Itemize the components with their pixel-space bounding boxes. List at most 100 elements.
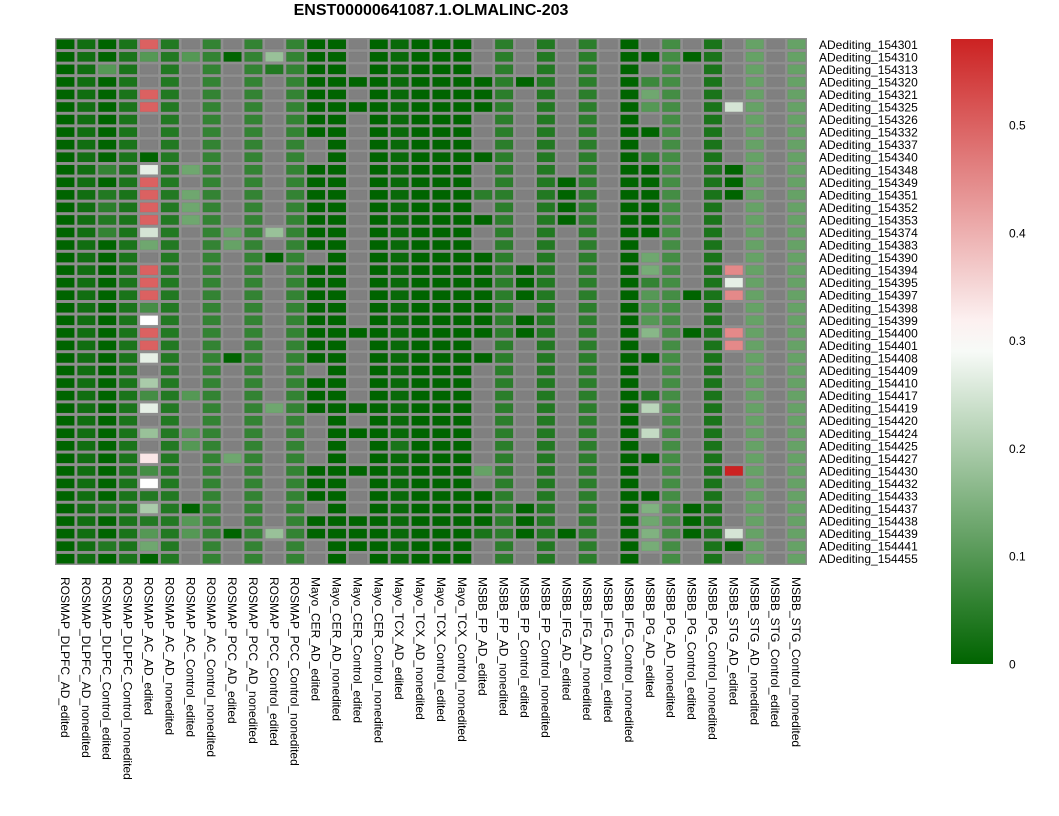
heatmap-cell xyxy=(682,76,702,88)
heatmap-cell xyxy=(620,164,639,176)
column-label: Mayo_CER_Control_edited xyxy=(350,577,364,723)
heatmap-cell xyxy=(515,189,535,201)
heatmap-cell xyxy=(745,189,765,201)
heatmap-cell xyxy=(745,151,765,163)
heatmap-cell xyxy=(536,264,556,276)
heatmap-cell xyxy=(306,365,326,376)
heatmap-cell xyxy=(139,177,159,188)
heatmap-cell xyxy=(160,465,180,477)
heatmap-cell xyxy=(473,390,493,401)
heatmap-cell xyxy=(369,264,389,276)
heatmap-cell xyxy=(640,327,660,339)
heatmap-cell xyxy=(432,89,451,100)
heatmap-cell xyxy=(118,177,138,188)
heatmap-cell xyxy=(97,164,117,176)
row-label: ADediting_154425 xyxy=(819,439,918,453)
heatmap-cell xyxy=(97,540,117,552)
heatmap-cell xyxy=(661,264,681,276)
heatmap-cell xyxy=(578,390,598,401)
heatmap-cell xyxy=(369,277,389,288)
heatmap-cell xyxy=(599,478,618,489)
heatmap-cell xyxy=(348,39,368,50)
heatmap-cell xyxy=(515,365,535,376)
heatmap-cell xyxy=(724,453,744,464)
heatmap-cell xyxy=(578,515,598,527)
heatmap-cell xyxy=(223,114,242,125)
heatmap-cell xyxy=(327,503,347,514)
heatmap-cell xyxy=(181,202,201,213)
heatmap-cell xyxy=(599,64,618,75)
heatmap-cell xyxy=(139,453,159,464)
heatmap-cell xyxy=(202,114,222,125)
heatmap-cell xyxy=(536,189,556,201)
heatmap-cell xyxy=(411,164,430,176)
heatmap-cell xyxy=(369,151,389,163)
heatmap-cell xyxy=(787,177,806,188)
heatmap-cell xyxy=(682,114,702,125)
heatmap-cell xyxy=(578,528,598,539)
heatmap-cell xyxy=(620,202,639,213)
row-label: ADediting_154390 xyxy=(819,251,918,265)
heatmap-cell xyxy=(76,126,96,138)
heatmap-cell xyxy=(536,315,556,326)
heatmap-cell xyxy=(536,540,556,552)
heatmap-cell xyxy=(56,528,75,539)
heatmap-cell xyxy=(411,139,430,150)
heatmap-cell xyxy=(264,39,284,50)
heatmap-cell xyxy=(452,503,472,514)
heatmap-cell xyxy=(223,277,242,288)
heatmap-cell xyxy=(285,239,305,251)
chart-title: ENST00000641087.1.OLMALINC-203 xyxy=(294,2,569,19)
heatmap-cell xyxy=(369,315,389,326)
heatmap-cell xyxy=(745,302,765,314)
heatmap-cell xyxy=(76,402,96,414)
heatmap-cell xyxy=(682,277,702,288)
heatmap-cell xyxy=(97,89,117,100)
heatmap-cell xyxy=(327,340,347,351)
column-label: ROSMAP_DLPFC_AD_nonedited xyxy=(79,577,93,758)
heatmap-cell xyxy=(411,415,430,426)
heatmap-cell xyxy=(682,352,702,364)
column-label: Mayo_TCX_Control_edited xyxy=(434,577,448,722)
heatmap-cell xyxy=(661,39,681,50)
heatmap-cell xyxy=(327,453,347,464)
row-label: ADediting_154430 xyxy=(819,464,918,478)
heatmap-cell xyxy=(390,465,410,477)
heatmap-cell xyxy=(327,553,347,565)
heatmap-cell xyxy=(160,315,180,326)
heatmap-cell xyxy=(515,390,535,401)
heatmap-cell xyxy=(432,126,451,138)
heatmap-cell xyxy=(97,478,117,489)
heatmap-cell xyxy=(599,465,618,477)
heatmap-cell xyxy=(578,440,598,452)
heatmap-cell xyxy=(202,540,222,552)
heatmap-cell xyxy=(745,402,765,414)
heatmap-cell xyxy=(139,528,159,539)
heatmap-cell xyxy=(160,390,180,401)
heatmap-cell xyxy=(348,164,368,176)
heatmap-cell xyxy=(745,101,765,113)
heatmap-cell xyxy=(139,189,159,201)
heatmap-cell xyxy=(223,214,242,226)
heatmap-cell xyxy=(118,89,138,100)
heatmap-cell xyxy=(432,540,451,552)
heatmap-cell xyxy=(118,515,138,527)
heatmap-cell xyxy=(181,465,201,477)
heatmap-cell xyxy=(703,302,723,314)
heatmap-cell xyxy=(160,289,180,301)
row-label: ADediting_154455 xyxy=(819,552,918,566)
heatmap-cell xyxy=(473,114,493,125)
heatmap-cell xyxy=(306,528,326,539)
heatmap-cell xyxy=(118,51,138,63)
heatmap-cell xyxy=(599,365,618,376)
column-label: MSBB_STG_AD_edited xyxy=(726,577,740,705)
heatmap-cell xyxy=(745,352,765,364)
heatmap-cell xyxy=(56,114,75,125)
heatmap-cell xyxy=(724,540,744,552)
heatmap-cell xyxy=(202,327,222,339)
heatmap-cell xyxy=(452,352,472,364)
heatmap-cell xyxy=(620,252,639,263)
heatmap-cell xyxy=(745,453,765,464)
heatmap-cell xyxy=(724,227,744,238)
column-label: MSBB_IFG_Control_nonedited xyxy=(622,577,636,742)
